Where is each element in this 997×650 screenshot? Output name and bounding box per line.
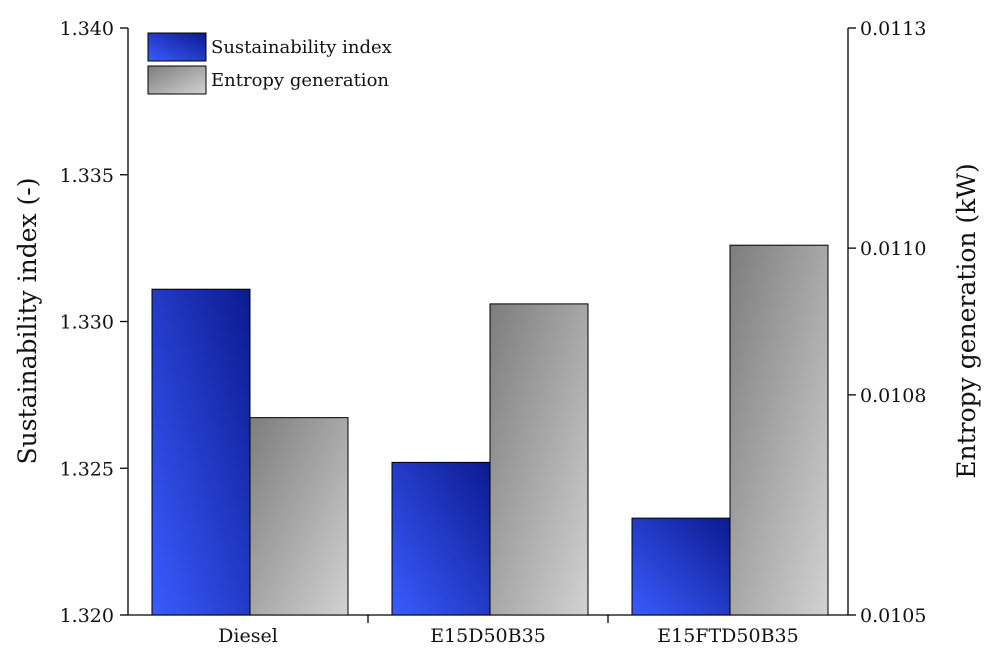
legend: Sustainability index Entropy generation <box>147 32 392 95</box>
y-tick-label: 1.335 <box>60 165 114 187</box>
y-tick-label: 1.325 <box>60 458 114 480</box>
y-right-tick-label: 0.0110 <box>860 238 926 260</box>
bar-sustainability-diesel <box>151 288 251 616</box>
legend-swatch-entropy <box>147 65 207 95</box>
legend-label-sustainability: Sustainability index <box>211 37 392 58</box>
bar-sustainability-e15d50b35 <box>391 461 491 616</box>
bar-sustainability-e15ftd50b35 <box>631 517 731 616</box>
x-tick-label: E15D50B35 <box>430 625 546 647</box>
y-right-tick-label: 0.0113 <box>860 18 926 40</box>
bar-entropy-e15d50b35 <box>489 303 589 616</box>
y-axis-title: Sustainability index (-) <box>13 177 42 464</box>
y-tick-label: 1.340 <box>60 18 114 40</box>
bars-layer <box>151 244 829 616</box>
y-tick-label: 1.330 <box>60 312 114 334</box>
legend-label-entropy: Entropy generation <box>211 70 389 91</box>
bar-entropy-diesel <box>249 417 349 616</box>
y-axis-right-title: Entropy generation (kW) <box>952 163 981 479</box>
x-tick-label: E15FTD50B35 <box>657 625 798 647</box>
y-right-tick-label: 0.0108 <box>860 385 926 407</box>
legend-swatch-sustainability <box>147 32 207 62</box>
x-tick-label: Diesel <box>218 625 278 647</box>
ticks-layer: Diesel E15D50B35 E15FTD50B35 1.320 1.325 1.33… <box>60 18 927 647</box>
bar-entropy-e15ftd50b35 <box>729 244 829 616</box>
y-tick-label: 1.320 <box>60 605 114 627</box>
y-right-tick-label: 0.0105 <box>860 605 926 627</box>
